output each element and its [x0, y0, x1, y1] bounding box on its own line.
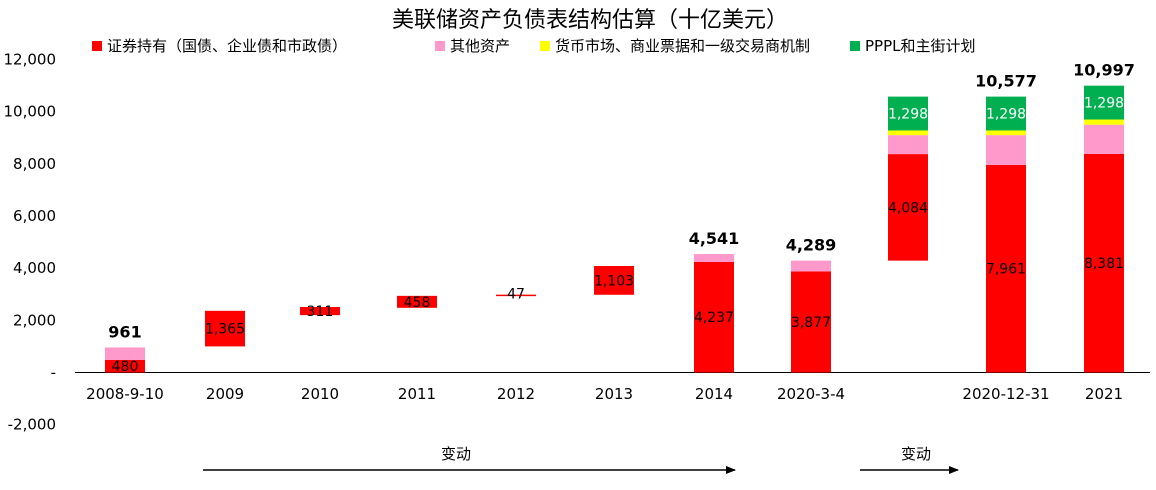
bar-segment — [791, 271, 831, 373]
bar-segment — [986, 96, 1026, 131]
x-tick-label: 2013 — [595, 385, 633, 403]
segment-value-label: 480 — [112, 359, 139, 375]
y-tick-label: 10,000 — [4, 103, 57, 121]
segment-value-label: 311 — [307, 304, 334, 320]
bar-segment — [1084, 85, 1124, 120]
bar-segment — [1084, 153, 1124, 373]
bars: 480 961 1,365 311 458 47 1,103 4,237 4,541 3,877 4… — [105, 61, 1135, 375]
y-axis: 12,000 10,000 8,000 6,000 4,000 2,000 - -2,000 — [4, 51, 1150, 434]
segment-value-label: 4,084 — [888, 200, 928, 216]
change-annotations: 变动 变动 — [203, 445, 959, 474]
y-tick-label: 6,000 — [13, 207, 56, 225]
segment-value-label: 1,365 — [205, 322, 245, 338]
bar-segment — [397, 295, 437, 308]
y-tick-label: - — [51, 364, 56, 382]
segment-value-label: 4,237 — [694, 310, 734, 326]
bar-segment — [888, 96, 928, 131]
change-label: 变动 — [441, 445, 471, 463]
y-tick-label: -2,000 — [8, 416, 56, 434]
bar-segment — [1084, 124, 1124, 154]
segment-value-label: 1,103 — [594, 273, 634, 289]
legend-label: 货币市场、商业票据和一级交易商机制 — [555, 37, 810, 55]
x-tick-label: 2021 — [1085, 385, 1123, 403]
segment-value-label: 1,298 — [986, 107, 1026, 123]
bar-segment — [888, 130, 928, 136]
legend-swatch — [435, 41, 445, 51]
change-label: 变动 — [901, 445, 931, 463]
legend-label: 其他资产 — [450, 37, 510, 55]
x-tick-label: 2020-3-4 — [777, 385, 845, 403]
y-tick-label: 4,000 — [13, 259, 56, 277]
bar-segment — [986, 164, 1026, 373]
bar-segment — [888, 154, 928, 261]
bar-total-label: 961 — [108, 322, 141, 341]
x-tick-label: 2014 — [695, 385, 733, 403]
bar-segment — [694, 254, 734, 262]
bar-segment — [986, 130, 1026, 136]
x-tick-label: 2020-12-31 — [962, 385, 1049, 403]
segment-value-label: 7,961 — [986, 262, 1026, 278]
bar-total-label: 10,577 — [975, 72, 1037, 91]
bar-segment — [105, 359, 145, 373]
bar-total-label: 4,289 — [786, 236, 837, 255]
bar-segment — [986, 135, 1026, 165]
y-tick-label: 12,000 — [4, 51, 57, 69]
bar-segment — [1084, 119, 1124, 125]
legend-swatch — [92, 41, 102, 51]
legend-label: PPPL和主街计划 — [865, 37, 976, 55]
x-tick-label: 2009 — [206, 385, 244, 403]
bar-segment — [888, 135, 928, 155]
bar-segment — [694, 261, 734, 373]
segment-value-label: 47 — [507, 287, 525, 303]
legend-swatch — [540, 41, 550, 51]
x-tick-label: 2011 — [398, 385, 436, 403]
bar-segment — [791, 260, 831, 272]
bar-total-label: 4,541 — [689, 229, 740, 248]
bar-total-label: 10,997 — [1073, 61, 1135, 80]
bar-segment — [594, 266, 634, 295]
x-tick-label: 2008-9-10 — [86, 385, 164, 403]
legend: 证券持有（国债、企业债和市政债） 其他资产 货币市场、商业票据和一级交易商机制 PPP… — [92, 37, 976, 55]
legend-swatch — [850, 41, 860, 51]
bar-segment — [205, 310, 245, 347]
segment-value-label: 1,298 — [888, 107, 928, 123]
bar-segment — [300, 307, 340, 316]
x-tick-label: 2010 — [301, 385, 339, 403]
bar-segment — [496, 294, 536, 297]
segment-value-label: 1,298 — [1084, 96, 1124, 112]
segment-value-label: 458 — [404, 295, 431, 311]
chart-title: 美联储资产负债表结构估算（十亿美元） — [392, 8, 788, 33]
x-tick-label: 2012 — [497, 385, 535, 403]
bar-segment — [105, 347, 145, 360]
y-tick-label: 2,000 — [13, 311, 56, 329]
x-axis: 2008-9-10 2009 2010 2011 2012 2013 2014 2020-3-… — [86, 385, 1123, 403]
y-tick-label: 8,000 — [13, 155, 56, 173]
segment-value-label: 8,381 — [1084, 256, 1124, 272]
legend-label: 证券持有（国债、企业债和市政债） — [107, 37, 347, 55]
segment-value-label: 3,877 — [791, 315, 831, 331]
